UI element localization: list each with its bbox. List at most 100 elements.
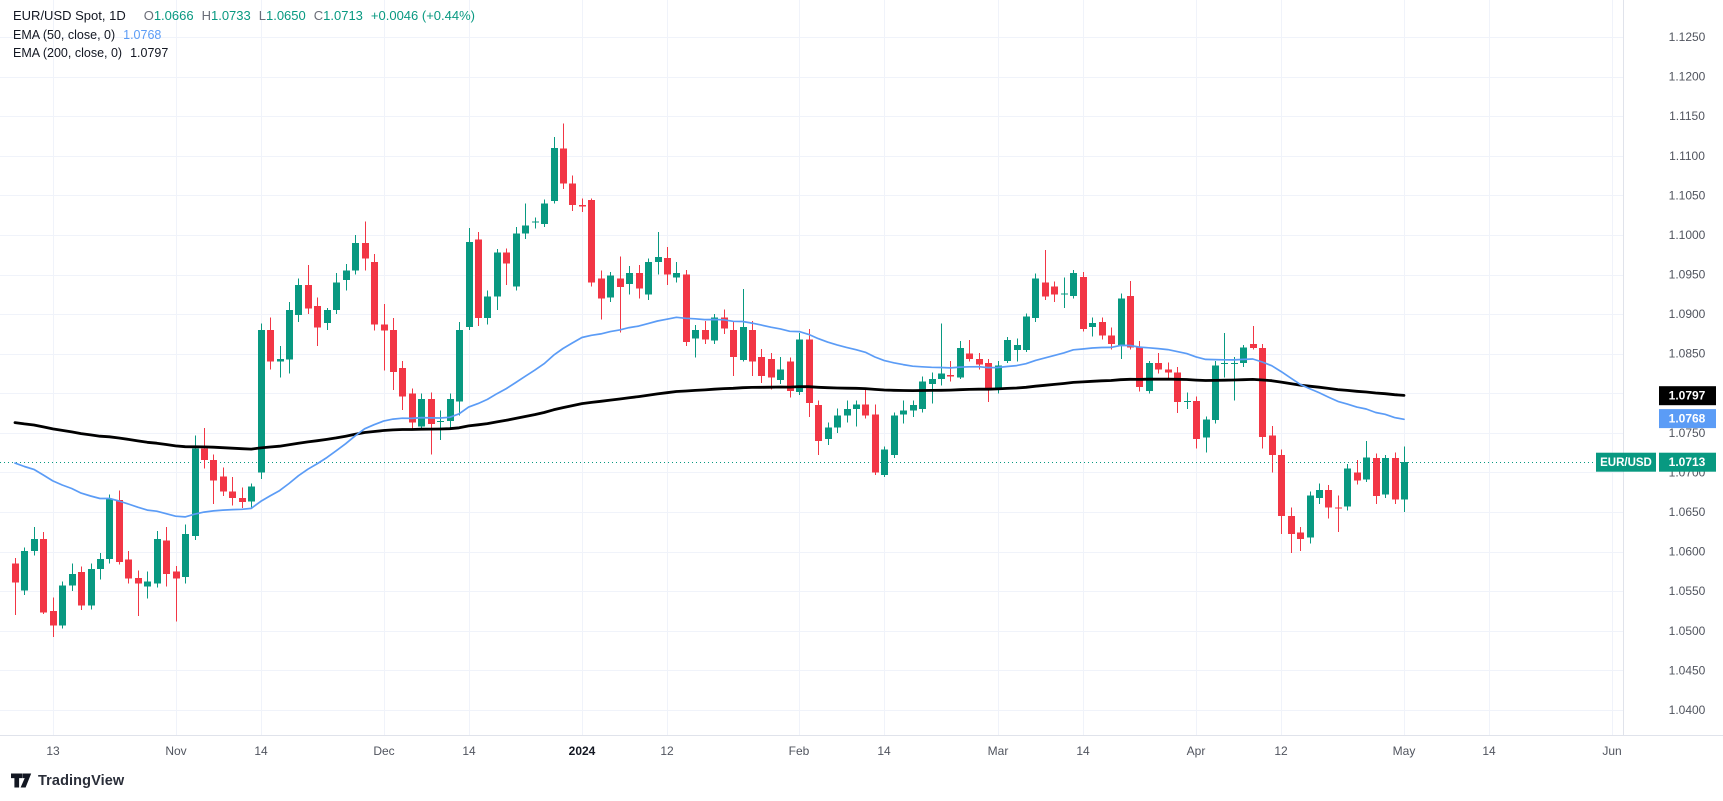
ema200-legend-row[interactable]: EMA (200, close, 0) 1.0797	[13, 44, 475, 63]
candle-body[interactable]	[626, 272, 633, 284]
candle-body[interactable]	[1023, 316, 1030, 350]
candle-body[interactable]	[314, 306, 321, 328]
candle-body[interactable]	[692, 330, 699, 339]
tradingview-logo[interactable]: TradingView	[11, 772, 124, 790]
candle-body[interactable]	[475, 239, 482, 319]
candle-body[interactable]	[352, 242, 359, 271]
candle-body[interactable]	[343, 270, 350, 281]
candle-body[interactable]	[144, 581, 151, 587]
candle-body[interactable]	[1231, 363, 1238, 365]
candle-body[interactable]	[664, 257, 671, 275]
candle-body[interactable]	[390, 330, 397, 372]
candle-body[interactable]	[125, 559, 132, 579]
candle-body[interactable]	[50, 611, 57, 626]
candle-body[interactable]	[1297, 532, 1304, 539]
candle-body[interactable]	[1259, 348, 1266, 437]
candle-body[interactable]	[702, 330, 709, 340]
ema50-line[interactable]	[14, 316, 1405, 518]
candle-body[interactable]	[1354, 472, 1361, 481]
candle-body[interactable]	[12, 563, 19, 583]
candle-body[interactable]	[758, 356, 765, 376]
candle-body[interactable]	[721, 317, 728, 329]
candle-body[interactable]	[966, 353, 973, 360]
candle-body[interactable]	[1278, 455, 1285, 517]
candle-body[interactable]	[957, 348, 964, 378]
candle-body[interactable]	[740, 326, 747, 361]
candle-body[interactable]	[1392, 458, 1399, 500]
candle-body[interactable]	[40, 539, 47, 613]
candle-body[interactable]	[1051, 286, 1058, 295]
candle-body[interactable]	[862, 404, 869, 416]
candle-body[interactable]	[673, 272, 680, 278]
price-axis[interactable]: 1.1250 1.1200 1.1150 1.1100 1.1050 1.1000 1.09…	[1669, 30, 1706, 717]
candle-body[interactable]	[532, 221, 539, 223]
candle-body[interactable]	[1269, 435, 1276, 456]
candle-body[interactable]	[418, 398, 425, 427]
candle-body[interactable]	[844, 409, 851, 416]
candle-body[interactable]	[371, 261, 378, 325]
candle-body[interactable]	[938, 373, 945, 380]
time-axis[interactable]: 13 Nov 14 Dec 14 2024 12 Feb 14 Mar 14 Apr 12 May 14 Ju…	[46, 744, 1621, 758]
candle-body[interactable]	[295, 284, 302, 315]
candle-body[interactable]	[239, 497, 246, 502]
candle-body[interactable]	[1344, 468, 1351, 507]
candle-body[interactable]	[1089, 322, 1096, 327]
candle-body[interactable]	[135, 577, 142, 584]
candle-body[interactable]	[891, 415, 898, 456]
candle-body[interactable]	[995, 365, 1002, 388]
candle-body[interactable]	[248, 486, 255, 502]
candle-body[interactable]	[551, 147, 558, 201]
candle-body[interactable]	[447, 398, 454, 421]
candle-body[interactable]	[97, 558, 104, 570]
candle-body[interactable]	[1373, 458, 1380, 497]
candle-body[interactable]	[201, 448, 208, 460]
candle-body[interactable]	[569, 183, 576, 205]
candle-body[interactable]	[1203, 419, 1210, 438]
candle-body[interactable]	[834, 415, 841, 428]
candle-body[interactable]	[484, 296, 491, 319]
candle-body[interactable]	[919, 381, 926, 410]
candle-body[interactable]	[286, 310, 293, 360]
candle-body[interactable]	[409, 393, 416, 423]
candle-body[interactable]	[59, 585, 66, 626]
candle-body[interactable]	[749, 330, 756, 362]
candle-body[interactable]	[588, 200, 595, 283]
candle-body[interactable]	[31, 539, 38, 551]
candle-body[interactable]	[1155, 363, 1162, 370]
candle-body[interactable]	[976, 359, 983, 365]
candle-body[interactable]	[1401, 462, 1408, 500]
candle-body[interactable]	[494, 252, 501, 297]
candle-body[interactable]	[796, 339, 803, 392]
candle-body[interactable]	[362, 242, 369, 259]
candle-body[interactable]	[324, 310, 331, 323]
candle-body[interactable]	[173, 571, 180, 579]
candle-body[interactable]	[1325, 489, 1332, 508]
candle-body[interactable]	[513, 233, 520, 287]
candle-body[interactable]	[825, 427, 832, 440]
candle-body[interactable]	[78, 572, 85, 606]
candle-body[interactable]	[947, 375, 954, 377]
candle-body[interactable]	[579, 204, 586, 207]
candle-body[interactable]	[106, 498, 113, 559]
candle-body[interactable]	[437, 421, 444, 422]
candle-body[interactable]	[1335, 507, 1342, 509]
candle-body[interactable]	[1165, 369, 1172, 373]
candle-body[interactable]	[1250, 344, 1257, 349]
candle-body[interactable]	[154, 539, 161, 584]
candle-body[interactable]	[381, 324, 388, 331]
candle-body[interactable]	[881, 449, 888, 475]
candle-body[interactable]	[929, 379, 936, 384]
candle-body[interactable]	[428, 398, 435, 425]
candle-body[interactable]	[985, 363, 992, 390]
candle-body[interactable]	[1070, 272, 1077, 296]
candle-body[interactable]	[220, 476, 227, 492]
candle-body[interactable]	[1382, 458, 1389, 495]
candle-body[interactable]	[116, 500, 123, 562]
candle-body[interactable]	[1061, 293, 1068, 295]
candle-body[interactable]	[305, 284, 312, 309]
candle-body[interactable]	[645, 261, 652, 295]
symbol-legend-row[interactable]: EUR/USD Spot, 1D O1.0666 H1.0733 L1.0650 C1.…	[13, 7, 475, 26]
candle-body[interactable]	[1108, 335, 1115, 345]
candle-body[interactable]	[192, 448, 199, 536]
candle-body[interactable]	[711, 317, 718, 341]
